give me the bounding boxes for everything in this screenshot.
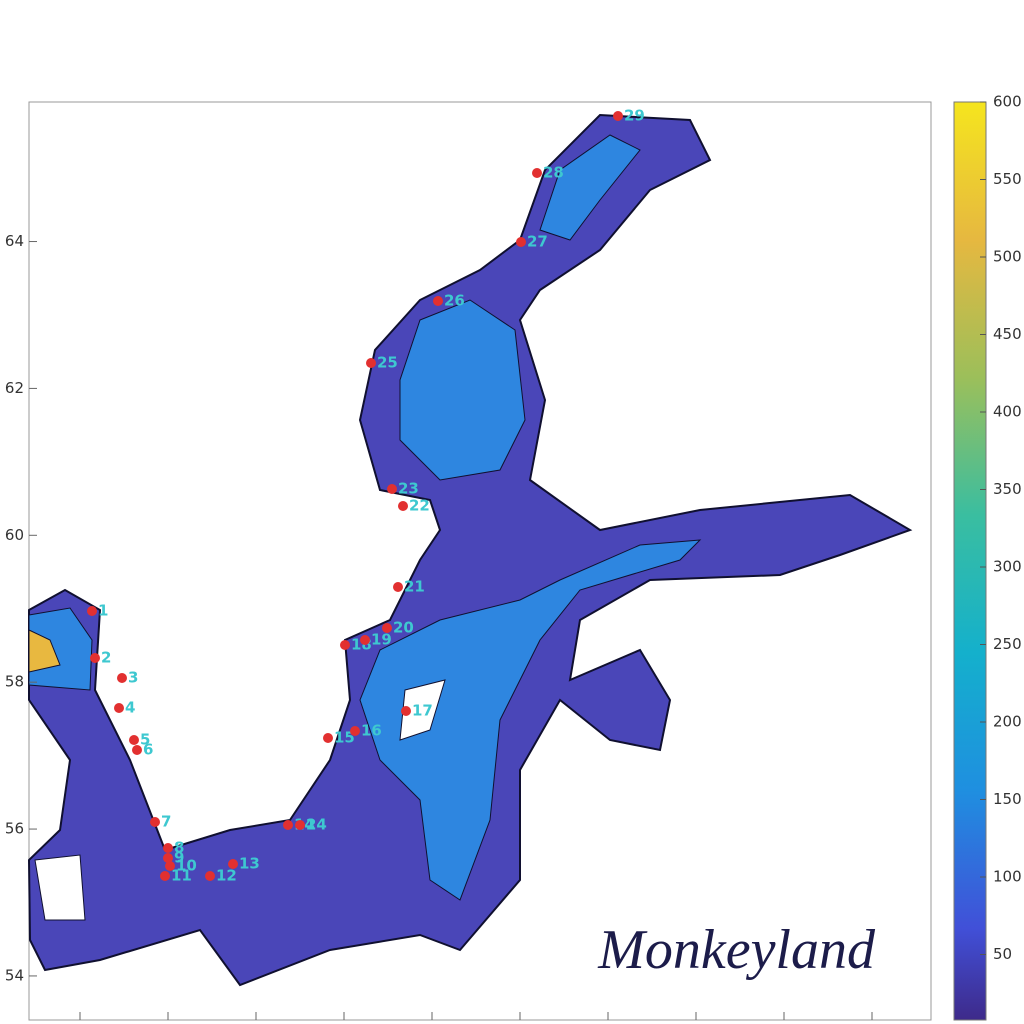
station-marker (382, 623, 392, 633)
station-marker (340, 640, 350, 650)
colorbar-tick-label: 550 (993, 170, 1022, 188)
station-marker (90, 653, 100, 663)
station-label: 26 (444, 292, 465, 310)
station-label: 19 (371, 631, 392, 649)
y-tick-label: 64 (5, 232, 24, 250)
station-label: 22 (409, 497, 430, 515)
station-label: 23 (398, 480, 419, 498)
station-label: 7 (161, 813, 171, 831)
station-marker (387, 484, 397, 494)
station-marker (165, 861, 175, 871)
station-label: 25 (377, 354, 398, 372)
station-label: 3 (128, 669, 138, 687)
colorbar-tick-label: 250 (993, 635, 1022, 653)
station-label: 13 (239, 855, 260, 873)
colorbar-tick-label: 400 (993, 403, 1022, 421)
station-label: 20 (393, 619, 414, 637)
station-marker (129, 735, 139, 745)
sea (27, 113, 913, 987)
station-label: 15 (334, 729, 355, 747)
station-label: 24 (306, 816, 327, 834)
station-marker (160, 871, 170, 881)
colorbar-tick-label: 500 (993, 248, 1022, 266)
station-label: 16 (361, 722, 382, 740)
colorbar-tick-label: 200 (993, 713, 1022, 731)
station-marker (150, 817, 160, 827)
station-marker (366, 358, 376, 368)
station-marker (532, 168, 542, 178)
colorbar-tick-label: 50 (993, 945, 1012, 963)
station-marker (516, 237, 526, 247)
station-marker (323, 733, 333, 743)
station-label: 11 (171, 867, 192, 885)
station-marker (283, 820, 293, 830)
y-tick-label: 60 (5, 526, 24, 544)
station-marker (132, 745, 142, 755)
station-marker (87, 606, 97, 616)
station-marker (433, 296, 443, 306)
station-marker (613, 111, 623, 121)
colorbar (953, 101, 987, 1021)
station-label: 5 (140, 731, 150, 749)
station-label: 17 (412, 702, 433, 720)
station-label: 10 (176, 857, 197, 875)
station-marker (393, 582, 403, 592)
colorbar-tick-label: 450 (993, 325, 1022, 343)
station-label: 21 (404, 578, 425, 596)
station-marker (228, 859, 238, 869)
station-label: 2 (101, 649, 111, 667)
station-label: 29 (624, 107, 645, 125)
station-marker (163, 853, 173, 863)
colorbar-tick-label: 600 (993, 93, 1022, 111)
station-label: 9 (174, 849, 184, 867)
station-marker (205, 871, 215, 881)
y-tick-label: 56 (5, 820, 24, 838)
station-label: 28 (543, 164, 564, 182)
y-tick-label: 58 (5, 673, 24, 691)
station-marker (398, 501, 408, 511)
station-label: 6 (143, 741, 153, 759)
station-marker (350, 726, 360, 736)
colorbar-tick-label: 300 (993, 558, 1022, 576)
colorbar-tick-label: 100 (993, 868, 1022, 886)
station-label: 4 (125, 699, 135, 717)
station-label: 27 (527, 233, 548, 251)
colorbar-tick-label: 350 (993, 480, 1022, 498)
station-marker (360, 635, 370, 645)
y-tick-label: 62 (5, 379, 24, 397)
watermark: Monkeyland (597, 919, 876, 981)
station-marker (401, 706, 411, 716)
y-tick-label: 54 (5, 966, 24, 984)
station-label: 1 (98, 602, 108, 620)
station-marker (163, 843, 173, 853)
station-label: 12 (216, 867, 237, 885)
station-marker (114, 703, 124, 713)
colorbar-tick-label: 150 (993, 790, 1022, 808)
station-label: 8 (174, 839, 184, 857)
station-marker (117, 673, 127, 683)
station-marker (295, 820, 305, 830)
